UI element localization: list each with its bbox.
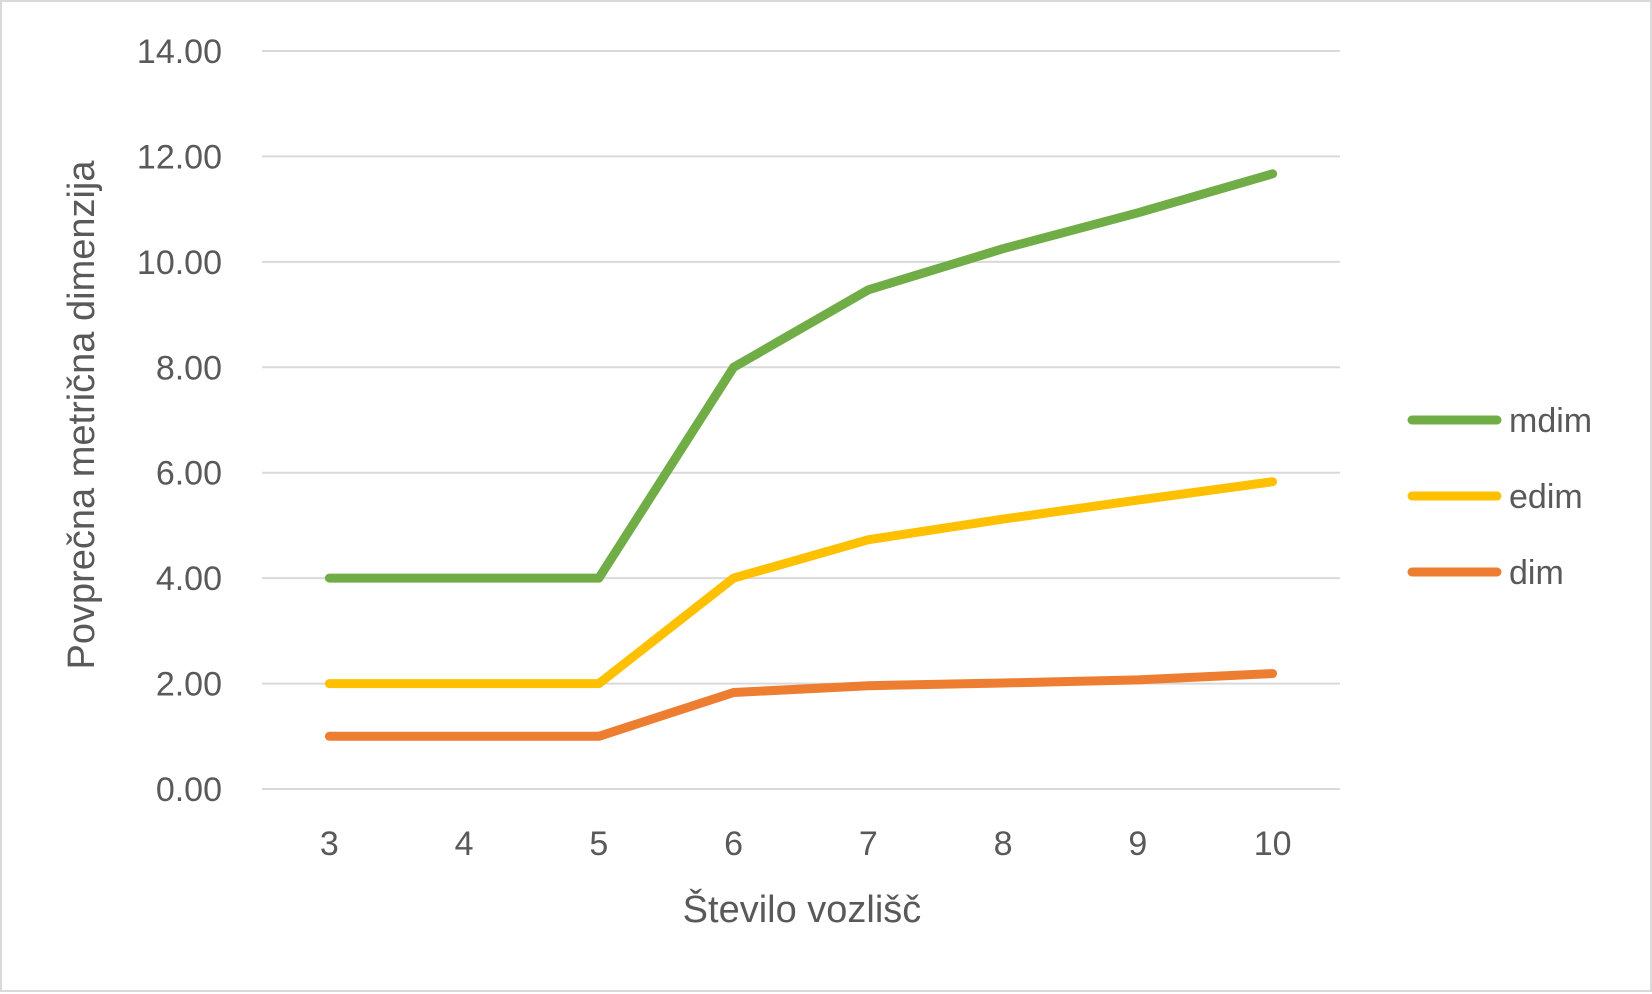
- y-tick-label: 6.00: [156, 455, 222, 493]
- legend-label-mdim: mdim: [1509, 402, 1592, 440]
- series-line-edim: [324, 477, 1278, 689]
- x-tick-label: 9: [1128, 825, 1147, 863]
- series-line-mdim: [324, 169, 1278, 583]
- y-tick-label: 14.00: [137, 33, 222, 71]
- x-tick-label: 8: [994, 825, 1013, 863]
- x-tick-label: 5: [589, 825, 608, 863]
- x-tick-label: 10: [1254, 825, 1292, 863]
- x-tick-label: 6: [724, 825, 743, 863]
- legend: mdim edim dim: [1407, 402, 1592, 592]
- x-tick-label: 4: [455, 825, 474, 863]
- series-lines: [324, 169, 1278, 741]
- x-axis-ticks: 3 4 5 6 7 8 9 10: [320, 825, 1292, 863]
- series-line-dim: [324, 669, 1278, 741]
- y-tick-label: 4.00: [156, 560, 222, 598]
- legend-label-dim: dim: [1509, 554, 1564, 592]
- y-tick-label: 2.00: [156, 666, 222, 704]
- x-axis-title: Število vozlišč: [683, 887, 922, 931]
- x-tick-label: 3: [320, 825, 339, 863]
- y-axis-title: Povprečna metrična dimenzija: [61, 160, 103, 670]
- y-tick-label: 8.00: [156, 349, 222, 387]
- y-tick-label: 10.00: [137, 244, 222, 282]
- y-tick-label: 12.00: [137, 138, 222, 176]
- legend-label-edim: edim: [1509, 478, 1583, 516]
- y-axis-ticks: 0.00 2.00 4.00 6.00 8.00 10.00 12.00 14.00: [137, 33, 222, 809]
- y-tick-label: 0.00: [156, 771, 222, 809]
- x-tick-label: 7: [859, 825, 878, 863]
